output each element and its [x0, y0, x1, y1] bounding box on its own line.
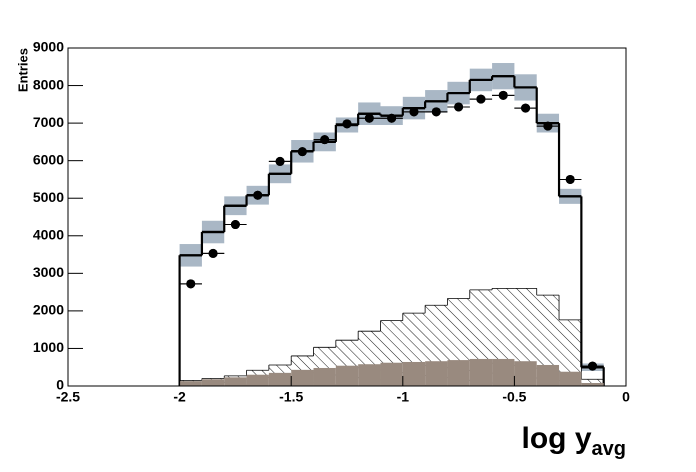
- y-tick-label: 3000: [33, 264, 64, 280]
- data-point: [275, 156, 285, 166]
- filled-bar: [447, 360, 470, 386]
- filled-bar: [179, 381, 202, 386]
- data-point: [588, 361, 598, 371]
- x-tick-label: -1: [397, 389, 410, 405]
- y-tick-label: 5000: [33, 189, 64, 205]
- data-point: [230, 220, 240, 230]
- y-tick-label: 0: [56, 377, 64, 393]
- data-point: [454, 102, 464, 112]
- data-point: [253, 190, 263, 200]
- x-tick-label: -0.5: [502, 389, 526, 405]
- hatched-bar: [559, 319, 582, 386]
- filled-bar: [469, 358, 493, 386]
- data-point: [476, 94, 486, 104]
- frame: [67, 47, 627, 387]
- filled-bar: [492, 358, 515, 386]
- y-tick-label: 6000: [33, 151, 64, 167]
- filled-bar: [291, 369, 314, 386]
- x-tick-label: 0: [622, 389, 630, 405]
- x-axis-title: log yavg: [522, 422, 626, 460]
- data-point: [521, 103, 531, 113]
- filled-bar: [246, 374, 269, 386]
- filled-bar: [335, 365, 359, 386]
- x-axis-title-sub: avg: [592, 438, 626, 460]
- filled-bar: [425, 361, 448, 386]
- hatched-bar: [581, 379, 604, 386]
- y-tick-label: 2000: [33, 302, 64, 318]
- data-point: [498, 90, 508, 100]
- data-point: [320, 135, 330, 145]
- y-tick-label: 7000: [33, 114, 64, 130]
- x-tick-label: -1.5: [279, 389, 303, 405]
- filled-bar: [268, 372, 292, 386]
- y-tick-label: 9000: [33, 39, 64, 55]
- filled-bar: [559, 371, 582, 386]
- filled-bar: [402, 361, 426, 386]
- y-tick-label: 1000: [33, 339, 64, 355]
- filled-bar: [358, 364, 381, 386]
- data-point: [297, 147, 307, 157]
- filled-bar: [201, 379, 225, 386]
- y-tick-label: 4000: [33, 226, 64, 242]
- data-point: [342, 119, 352, 129]
- data-point: [208, 248, 218, 258]
- filled-bar: [224, 377, 247, 386]
- data-point: [543, 121, 553, 131]
- hatched-bar: [536, 295, 560, 386]
- filled-bar: [313, 367, 336, 386]
- y-tick-label: 8000: [33, 76, 64, 92]
- data-point: [186, 279, 196, 289]
- filled-bar: [380, 362, 403, 386]
- filled-bar: [514, 361, 537, 386]
- x-axis-title-main: log y: [522, 422, 592, 455]
- data-point: [431, 107, 441, 117]
- x-tick-label: -2: [173, 389, 186, 405]
- x-tick-label: -2.5: [56, 389, 80, 405]
- plot-area: [178, 63, 605, 386]
- filled-bar: [536, 364, 560, 386]
- data-point: [387, 113, 397, 123]
- data-point: [364, 113, 374, 123]
- data-point: [565, 174, 575, 184]
- y-axis-title: Entries: [15, 48, 30, 92]
- data-point: [409, 107, 419, 117]
- filled-bar: [581, 382, 604, 386]
